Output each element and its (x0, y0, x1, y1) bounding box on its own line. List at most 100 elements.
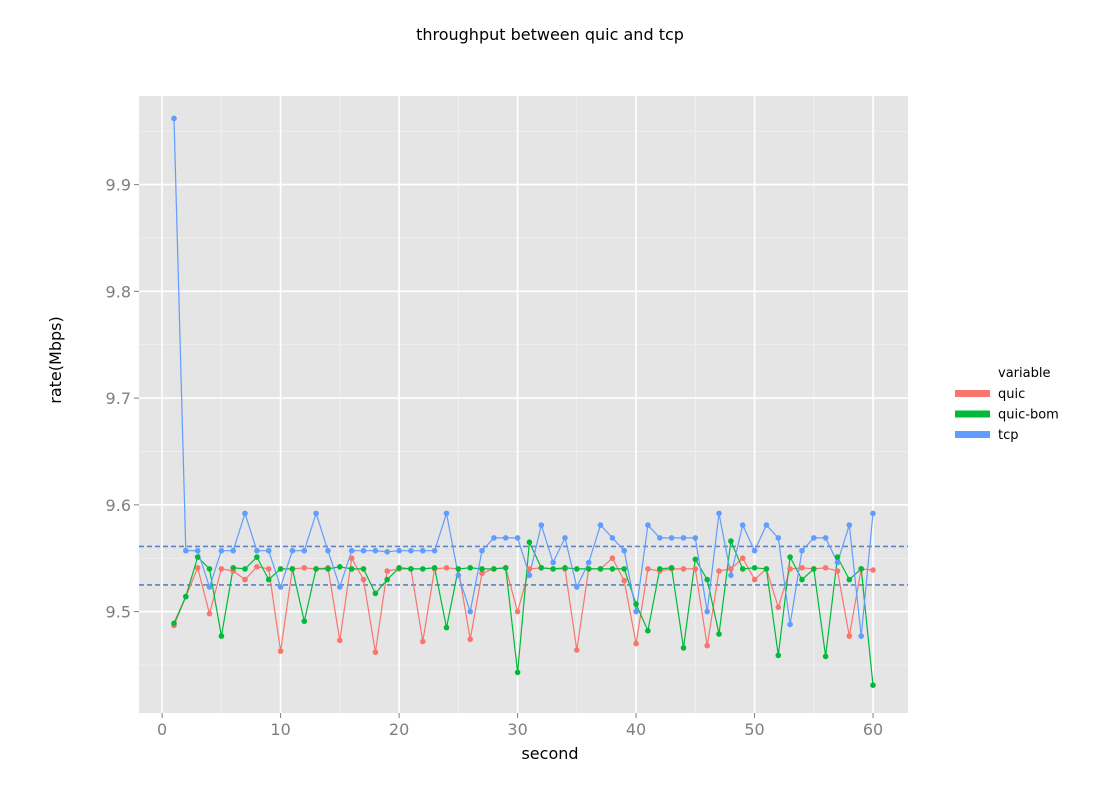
data-point-quic-bom (574, 566, 580, 572)
data-point-quic-bom (822, 653, 829, 660)
data-point-quic-bom (348, 566, 355, 572)
data-point-quic (467, 636, 474, 643)
data-point-quic-bom (668, 565, 675, 571)
data-point-quic-bom (739, 566, 746, 572)
data-point-tcp (704, 608, 710, 615)
data-point-quic-bom (254, 554, 260, 560)
data-point-tcp (574, 584, 580, 590)
x-tick-label: 40 (626, 720, 646, 739)
data-point-quic (372, 649, 379, 655)
data-point-tcp (787, 621, 793, 628)
y-axis-title: rate(Mbps) (46, 316, 65, 403)
data-point-quic (645, 566, 651, 572)
legend: variable quic quic-bom tcp (955, 366, 1059, 443)
data-point-quic-bom (621, 566, 627, 572)
data-point-tcp (751, 547, 758, 554)
data-point-tcp (834, 559, 841, 566)
data-point-quic-bom (870, 682, 876, 688)
data-point-tcp (680, 535, 687, 541)
data-point-tcp (384, 549, 391, 555)
x-tick-label: 0 (157, 720, 167, 739)
data-point-quic-bom (443, 624, 450, 631)
data-point-tcp (301, 547, 308, 554)
x-tick-label: 50 (744, 720, 764, 739)
data-point-tcp (479, 547, 485, 554)
data-point-quic-bom (431, 565, 438, 571)
data-point-quic-bom (206, 566, 213, 572)
data-point-quic (716, 568, 722, 574)
data-point-quic (680, 566, 687, 572)
data-point-quic-bom (455, 566, 462, 572)
data-point-quic (621, 577, 627, 584)
data-point-tcp (431, 547, 438, 554)
data-point-quic (301, 565, 308, 571)
data-point-quic-bom (645, 628, 651, 634)
x-tick-label: 10 (270, 720, 290, 739)
data-point-quic-bom (384, 576, 391, 583)
data-point-quic-bom (526, 539, 533, 545)
plot-background (139, 96, 908, 713)
data-point-quic-bom (609, 566, 616, 572)
data-point-quic-bom (846, 576, 853, 583)
x-tick-label: 30 (507, 720, 527, 739)
chart-title: throughput between quic and tcp (416, 25, 684, 44)
data-point-quic-bom (514, 669, 521, 676)
data-point-quic (728, 566, 734, 572)
data-point-tcp (348, 547, 355, 554)
data-point-tcp (609, 535, 616, 541)
data-point-quic (514, 608, 521, 615)
data-point-quic (194, 565, 201, 571)
data-point-quic-bom (633, 601, 639, 607)
data-point-quic (870, 567, 876, 573)
data-point-tcp (728, 572, 734, 579)
data-point-quic (692, 566, 699, 572)
legend-key-quic (955, 390, 990, 397)
data-point-quic-bom (277, 566, 284, 572)
data-point-tcp (443, 510, 450, 517)
data-point-tcp (621, 547, 627, 554)
y-tick-label: 9.6 (106, 496, 131, 515)
data-point-tcp (668, 535, 675, 541)
major-gridlines (139, 96, 908, 713)
data-point-quic (242, 576, 248, 583)
data-point-quic (360, 576, 367, 583)
data-point-tcp (811, 535, 817, 541)
data-point-quic (348, 555, 355, 561)
x-tick-label: 20 (389, 720, 409, 739)
data-point-tcp (645, 522, 651, 528)
data-point-quic (526, 566, 533, 572)
data-point-quic-bom (775, 652, 782, 659)
data-point-quic (254, 564, 260, 570)
y-tick-label: 9.7 (106, 389, 131, 408)
data-point-tcp (455, 572, 462, 579)
data-point-tcp (325, 547, 331, 554)
data-point-quic-bom (491, 566, 497, 572)
data-point-quic-bom (657, 566, 663, 572)
legend-key-quic-bom (955, 410, 990, 418)
legend-title: variable (998, 366, 1050, 381)
data-point-tcp (491, 535, 497, 541)
data-point-tcp (337, 584, 343, 590)
data-point-quic (384, 568, 391, 574)
legend-label-quic: quic (998, 387, 1025, 402)
data-point-quic-bom (680, 645, 687, 651)
data-point-quic-bom (242, 566, 248, 572)
data-point-tcp (277, 584, 284, 590)
data-point-quic-bom (479, 566, 485, 572)
data-point-tcp (171, 115, 177, 122)
data-point-quic-bom (420, 566, 426, 572)
data-point-quic (443, 565, 450, 571)
data-point-quic-bom (396, 565, 402, 571)
data-point-tcp (254, 547, 260, 554)
data-point-tcp (716, 510, 722, 517)
data-point-quic-bom (763, 566, 770, 572)
data-point-tcp (657, 535, 663, 541)
data-point-tcp (858, 633, 864, 639)
data-point-quic (787, 566, 793, 572)
data-point-quic (633, 640, 639, 647)
data-point-tcp (313, 510, 319, 517)
data-point-quic-bom (787, 554, 793, 560)
data-point-tcp (585, 559, 592, 566)
data-point-quic-bom (230, 565, 236, 571)
